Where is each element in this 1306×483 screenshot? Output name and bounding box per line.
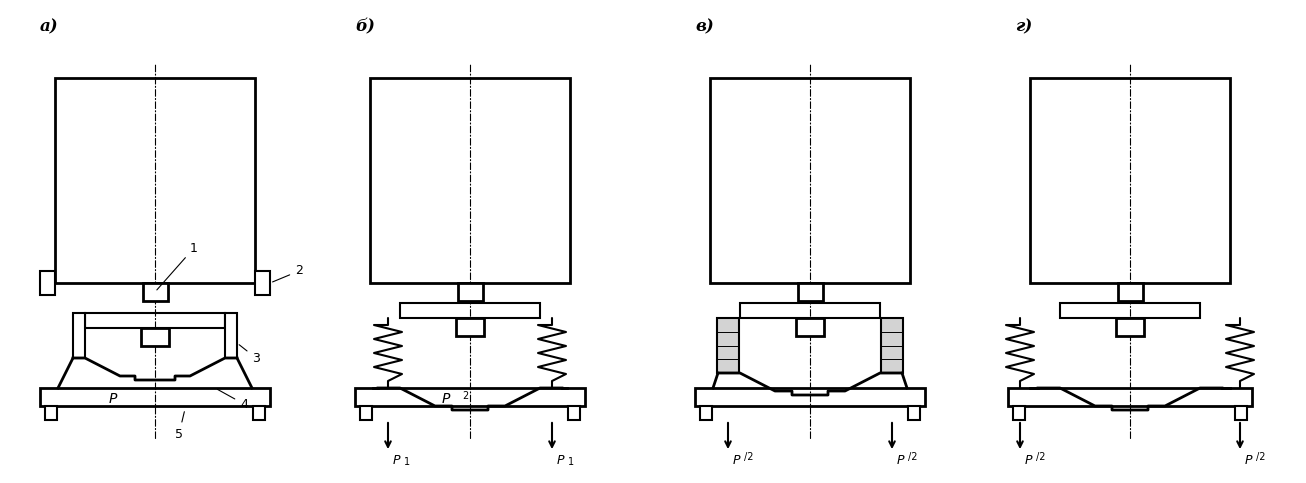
- Bar: [1118, 283, 1143, 301]
- Bar: [1030, 78, 1230, 283]
- Bar: [741, 303, 880, 318]
- Bar: [360, 406, 372, 420]
- Text: P: P: [1245, 454, 1252, 467]
- Text: P: P: [108, 392, 118, 406]
- Bar: [255, 271, 270, 295]
- Text: г): г): [1015, 18, 1032, 35]
- Bar: [798, 283, 823, 301]
- Bar: [355, 388, 585, 406]
- Text: 5: 5: [175, 412, 184, 440]
- Text: P: P: [1025, 454, 1033, 467]
- Text: P: P: [441, 392, 451, 406]
- Text: 3: 3: [239, 345, 260, 365]
- Bar: [55, 78, 255, 283]
- Bar: [795, 318, 824, 336]
- Bar: [225, 313, 236, 358]
- Text: а): а): [40, 18, 59, 35]
- Bar: [40, 388, 270, 406]
- Text: 1: 1: [157, 242, 199, 290]
- Text: P: P: [556, 454, 564, 467]
- Text: /2: /2: [908, 452, 918, 462]
- Text: 2: 2: [462, 391, 469, 400]
- Text: 1: 1: [404, 457, 410, 467]
- Bar: [1235, 406, 1247, 420]
- Bar: [1060, 303, 1200, 318]
- Bar: [695, 388, 925, 406]
- Bar: [40, 271, 55, 295]
- Text: в): в): [695, 18, 714, 35]
- Text: б): б): [355, 18, 375, 35]
- Bar: [400, 303, 539, 318]
- Text: /2: /2: [1036, 452, 1046, 462]
- Bar: [44, 406, 57, 420]
- Bar: [456, 318, 485, 336]
- Text: P: P: [393, 454, 401, 467]
- Bar: [141, 328, 168, 346]
- Text: 2: 2: [273, 265, 303, 282]
- Text: /2: /2: [744, 452, 754, 462]
- Bar: [908, 406, 919, 420]
- Bar: [253, 406, 265, 420]
- Text: P: P: [897, 454, 905, 467]
- Text: 1: 1: [568, 457, 575, 467]
- Text: 4: 4: [217, 389, 248, 411]
- Bar: [85, 313, 225, 328]
- Bar: [457, 283, 482, 301]
- Bar: [710, 78, 910, 283]
- Bar: [1117, 318, 1144, 336]
- Bar: [370, 78, 569, 283]
- Text: P: P: [733, 454, 741, 467]
- Bar: [882, 318, 902, 373]
- Bar: [1013, 406, 1025, 420]
- Bar: [700, 406, 712, 420]
- Bar: [1008, 388, 1252, 406]
- Bar: [717, 318, 739, 373]
- Bar: [142, 283, 167, 301]
- Bar: [73, 313, 85, 358]
- Text: /2: /2: [1256, 452, 1266, 462]
- Bar: [568, 406, 580, 420]
